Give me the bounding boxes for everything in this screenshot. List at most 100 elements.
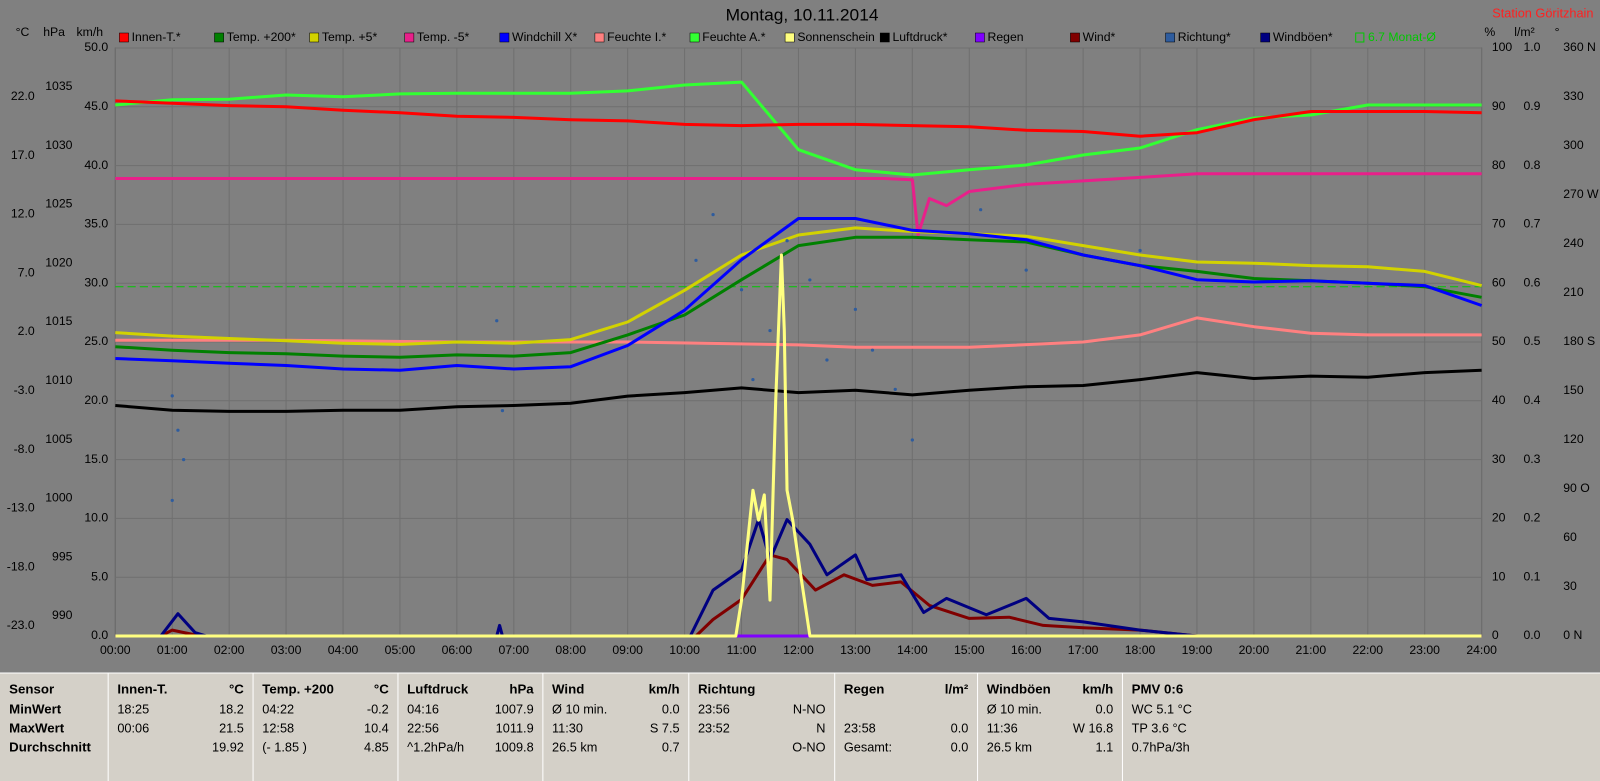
x-tick-label: 23:00 — [1409, 643, 1440, 657]
axis-unit: l/m² — [1514, 25, 1534, 39]
panel-unit: l/m² — [945, 682, 969, 697]
cell-left: MaxWert — [9, 721, 65, 736]
cell-left: (- 1.85 ) — [262, 740, 307, 754]
panel-unit: km/h — [1082, 682, 1113, 697]
y-tick-label: 0.6 — [1523, 275, 1540, 289]
cell-right: 0.0 — [1096, 702, 1114, 716]
legend-swatch — [689, 32, 700, 43]
legend-swatch — [879, 32, 890, 43]
y-tick-label: 30 — [1492, 452, 1506, 466]
y-tick-label: 0.4 — [1523, 393, 1540, 407]
panel-unit: km/h — [649, 682, 680, 697]
legend-swatch — [404, 32, 415, 43]
direction-point — [500, 409, 505, 413]
legend-label: Temp. +200* — [227, 30, 296, 44]
legend-label: Feuchte A.* — [702, 30, 766, 44]
y-tick-label: 22.0 — [11, 89, 35, 103]
panel-title: Richtung — [698, 682, 755, 697]
cell-right: 10.4 — [364, 721, 389, 735]
cell-left: WC 5.1 °C — [1132, 702, 1192, 716]
cell-right: -0.2 — [367, 702, 389, 716]
legend-swatch — [1070, 32, 1080, 43]
cell-left: ^1.2hPa/h — [407, 740, 464, 754]
y-tick-label: 210 — [1563, 285, 1584, 299]
cell-right: W 16.8 — [1073, 721, 1113, 735]
series-line — [115, 226, 1483, 346]
y-tick-label: 120 — [1563, 432, 1584, 446]
x-tick-label: 07:00 — [499, 643, 530, 657]
series-line — [115, 80, 1482, 177]
y-tick-label: 995 — [52, 549, 73, 563]
cell-left: TP 3.6 °C — [1132, 721, 1187, 735]
legend-swatch — [499, 32, 510, 43]
direction-point — [785, 239, 789, 243]
legend-label: Windchill X* — [512, 30, 578, 44]
cell-right: 1.1 — [1096, 740, 1114, 754]
panel-title: Innen-T. — [117, 682, 167, 697]
x-tick-label: 03:00 — [271, 643, 302, 657]
direction-point — [739, 288, 744, 292]
x-tick-label: 21:00 — [1296, 643, 1327, 657]
y-tick-label: 1.0 — [1523, 40, 1540, 54]
panel-title: Regen — [844, 682, 885, 697]
y-tick-label: 300 — [1563, 138, 1584, 152]
cell-left: 23:58 — [844, 721, 876, 735]
axis-unit: % — [1484, 25, 1495, 39]
direction-point — [870, 348, 875, 352]
y-tick-label: 30.0 — [84, 275, 108, 289]
x-tick-label: 10:00 — [669, 643, 700, 657]
y-tick-label: 2.0 — [18, 324, 35, 338]
y-tick-label: 7.0 — [18, 265, 35, 279]
x-tick-label: 01:00 — [157, 643, 188, 657]
direction-point — [768, 328, 772, 333]
panel-unit: hPa — [509, 682, 534, 697]
axis-unit: °C — [16, 25, 30, 39]
y-tick-label: 0.9 — [1523, 99, 1540, 113]
cell-left: 12:58 — [262, 721, 294, 735]
x-tick-label: 20:00 — [1239, 643, 1270, 657]
y-tick-label: 12.0 — [11, 207, 35, 221]
cell-left: 11:36 — [987, 721, 1018, 735]
series-line — [115, 217, 1483, 372]
panel-title: PMV 0:6 — [1132, 682, 1184, 697]
direction-point — [170, 498, 174, 503]
x-tick-label: 02:00 — [214, 643, 245, 657]
y-tick-label: -13.0 — [7, 501, 35, 515]
y-tick-label: 1025 — [45, 197, 72, 211]
direction-point — [853, 307, 858, 311]
y-tick-label: 80 — [1492, 158, 1506, 172]
cell-left: 11:30 — [552, 721, 583, 735]
direction-point — [825, 358, 829, 362]
cell-right: 1009.8 — [495, 740, 534, 754]
y-tick-label: 240 — [1563, 236, 1584, 250]
y-tick-label: 1015 — [45, 314, 72, 328]
y-tick-label: 1020 — [45, 255, 72, 269]
y-tick-label: 0.2 — [1523, 511, 1540, 525]
cell-right: 18.2 — [219, 702, 244, 716]
y-tick-label: -18.0 — [7, 559, 35, 573]
legend-swatch — [975, 32, 985, 43]
legend-label: Sonnenschein — [797, 30, 875, 44]
panel-title: Windböen — [987, 682, 1051, 697]
y-tick-label: 25.0 — [84, 334, 108, 348]
direction-point — [495, 319, 499, 323]
direction-point — [694, 258, 698, 262]
series-line — [115, 99, 1482, 138]
y-tick-label: 270 W — [1563, 187, 1599, 201]
legend-swatch — [1165, 32, 1175, 43]
cell-right: O-NO — [792, 740, 825, 754]
x-tick-label: 09:00 — [612, 643, 643, 657]
x-tick-label: 13:00 — [840, 643, 871, 657]
legend-swatch — [1260, 32, 1271, 43]
chart-title: Montag, 10.11.2014 — [726, 5, 879, 25]
series-line — [115, 553, 1482, 638]
cell-left: Ø 10 min. — [552, 702, 607, 716]
table-background — [0, 673, 1600, 781]
y-tick-label: -23.0 — [7, 618, 35, 632]
x-tick-label: 22:00 — [1352, 643, 1383, 657]
x-tick-label: 11:00 — [727, 643, 757, 657]
x-tick-label: 17:00 — [1068, 643, 1099, 657]
panel-title: Luftdruck — [407, 682, 469, 697]
panel-title: Temp. +200 — [262, 682, 334, 697]
